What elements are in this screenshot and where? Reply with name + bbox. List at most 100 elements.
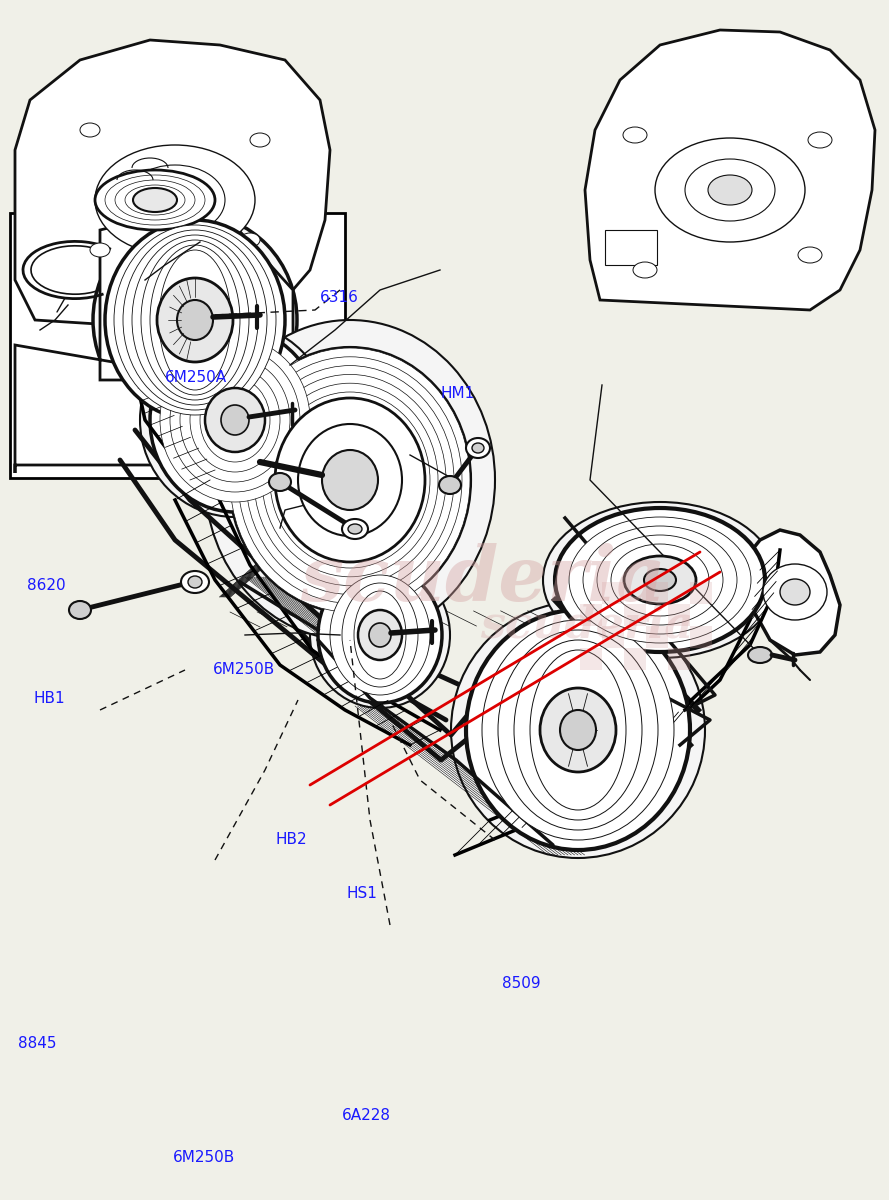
Ellipse shape [451,602,705,858]
Ellipse shape [310,562,450,708]
Ellipse shape [808,132,832,148]
Ellipse shape [90,242,110,257]
Ellipse shape [69,601,91,619]
Ellipse shape [180,358,290,482]
Ellipse shape [150,245,240,395]
Ellipse shape [125,185,185,215]
Ellipse shape [188,576,202,588]
Ellipse shape [238,356,462,604]
Ellipse shape [262,383,438,577]
Bar [10,214,345,478]
Ellipse shape [597,535,723,625]
Ellipse shape [190,368,280,472]
Ellipse shape [748,647,772,662]
Ellipse shape [369,623,391,647]
Ellipse shape [181,571,209,593]
Ellipse shape [482,620,674,840]
Text: HS1: HS1 [347,887,378,901]
Ellipse shape [240,233,260,247]
Ellipse shape [123,230,267,410]
Ellipse shape [798,247,822,263]
Bar [580,604,602,626]
Ellipse shape [157,278,233,362]
Bar [624,648,646,670]
Text: HB2: HB2 [276,833,308,847]
Ellipse shape [583,526,737,634]
Ellipse shape [498,630,658,830]
Ellipse shape [466,610,690,850]
Ellipse shape [514,640,642,820]
Ellipse shape [150,182,200,217]
Text: 6M250B: 6M250B [173,1151,236,1165]
Bar [580,648,602,670]
Ellipse shape [140,323,330,517]
Ellipse shape [358,610,402,660]
Ellipse shape [133,188,177,212]
Polygon shape [745,530,840,655]
Bar [624,604,646,626]
Ellipse shape [114,226,276,415]
Bar [602,626,624,648]
Ellipse shape [624,556,696,604]
Text: scuderia: scuderia [300,542,666,617]
Ellipse shape [466,438,490,458]
Bar [605,230,657,265]
Ellipse shape [569,517,751,643]
Text: 6A228: 6A228 [342,1109,391,1123]
Ellipse shape [125,164,225,235]
Ellipse shape [246,366,454,594]
Text: HM1: HM1 [440,386,475,401]
Ellipse shape [322,450,378,510]
Ellipse shape [560,710,596,750]
Ellipse shape [160,338,310,502]
Ellipse shape [205,320,495,640]
Polygon shape [15,212,330,473]
Text: scuderia: scuderia [480,604,693,647]
Ellipse shape [540,688,616,772]
Text: 8845: 8845 [18,1037,56,1051]
Text: 8620: 8620 [27,578,65,593]
Polygon shape [355,706,588,854]
Ellipse shape [611,544,709,616]
Ellipse shape [95,145,255,254]
Ellipse shape [439,476,461,494]
Bar [646,626,668,648]
Ellipse shape [141,240,249,400]
Ellipse shape [177,300,213,340]
Ellipse shape [342,583,418,686]
Text: 6M250B: 6M250B [213,662,276,677]
Ellipse shape [354,590,406,679]
Ellipse shape [530,650,626,810]
Ellipse shape [269,473,291,491]
Ellipse shape [80,122,100,137]
Ellipse shape [230,348,470,612]
Ellipse shape [159,250,231,390]
Ellipse shape [105,175,205,226]
Ellipse shape [221,404,249,434]
Ellipse shape [254,374,446,586]
Ellipse shape [342,518,368,539]
Ellipse shape [348,524,362,534]
Text: 6316: 6316 [320,290,359,305]
Ellipse shape [543,502,777,658]
Ellipse shape [555,508,765,652]
Ellipse shape [763,564,827,620]
Bar [668,604,690,626]
Bar [690,626,712,648]
Ellipse shape [780,578,810,605]
Ellipse shape [115,180,195,220]
Bar [668,648,690,670]
Ellipse shape [95,170,215,230]
Ellipse shape [270,392,430,568]
Text: 6M250A: 6M250A [164,371,227,385]
Ellipse shape [230,348,470,612]
Ellipse shape [170,348,300,492]
Ellipse shape [655,138,805,242]
Ellipse shape [275,398,425,562]
Ellipse shape [708,175,752,205]
Ellipse shape [250,133,270,146]
Ellipse shape [644,569,676,590]
Polygon shape [15,40,330,330]
Ellipse shape [105,220,285,420]
Bar [690,582,712,604]
